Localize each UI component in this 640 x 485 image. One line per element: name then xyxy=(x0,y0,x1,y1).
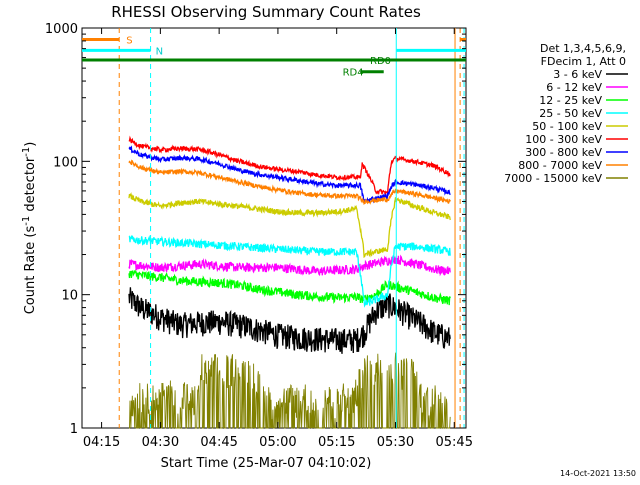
legend-label: 100 - 300 keV xyxy=(525,133,602,146)
flag-s-label: S xyxy=(126,35,132,46)
flag-n-label: N xyxy=(156,46,163,57)
y-axis-label: Count Rate (s-1 detector-1) xyxy=(21,142,38,315)
y-tick-label: 1 xyxy=(70,422,78,437)
x-tick-label: 04:45 xyxy=(200,435,237,450)
series-line-6-12-kev xyxy=(128,254,451,277)
plot-area: S N RD0 RD4 xyxy=(81,27,467,429)
legend-label: 7000 - 15000 keV xyxy=(504,172,602,185)
x-tick-label: 04:30 xyxy=(142,435,179,450)
flag-rd0-label: RD0 xyxy=(370,56,391,67)
x-axis-ticks: 04:15 04:30 04:45 05:00 05:15 05:30 05:45 xyxy=(83,28,473,450)
legend-label: 12 - 25 keV xyxy=(539,94,602,107)
series-line-100-300-kev xyxy=(128,135,451,196)
y-tick-label: 1000 xyxy=(45,22,78,37)
series-line-3-6-kev xyxy=(128,287,451,354)
y-tick-label: 100 xyxy=(53,155,78,170)
flag-rd4-label: RD4 xyxy=(343,68,364,79)
legend: Det 1,3,4,5,6,9, FDecim 1, Att 0 3 - 6 k… xyxy=(504,42,628,185)
series-line-7000-15000-kev xyxy=(129,352,451,429)
legend-label: 3 - 6 keV xyxy=(553,68,602,81)
legend-label: 6 - 12 keV xyxy=(546,81,602,94)
legend-label: 50 - 100 keV xyxy=(532,120,602,133)
x-tick-label: 05:30 xyxy=(377,435,414,450)
x-tick-label: 05:15 xyxy=(318,435,355,450)
legend-label: 25 - 50 keV xyxy=(539,107,602,120)
legend-header-decimation: FDecim 1, Att 0 xyxy=(541,55,626,68)
legend-header-detectors: Det 1,3,4,5,6,9, xyxy=(540,42,626,55)
y-axis-ticks: 1 10 100 1000 xyxy=(45,22,466,437)
series-line-12-25-kev xyxy=(128,269,451,306)
x-tick-label: 05:00 xyxy=(259,435,296,450)
x-tick-label: 05:45 xyxy=(436,435,473,450)
x-axis-label: Start Time (25-Mar-07 04:10:02) xyxy=(161,456,372,471)
y-tick-label: 10 xyxy=(61,289,78,304)
footer-timestamp: 14-Oct-2021 13:50 xyxy=(560,469,636,478)
chart-title: RHESSI Observing Summary Count Rates xyxy=(111,3,421,21)
legend-label: 800 - 7000 keV xyxy=(518,159,602,172)
legend-label: 300 - 800 keV xyxy=(525,146,602,159)
x-tick-label: 04:15 xyxy=(83,435,120,450)
plot-frame xyxy=(81,27,467,429)
